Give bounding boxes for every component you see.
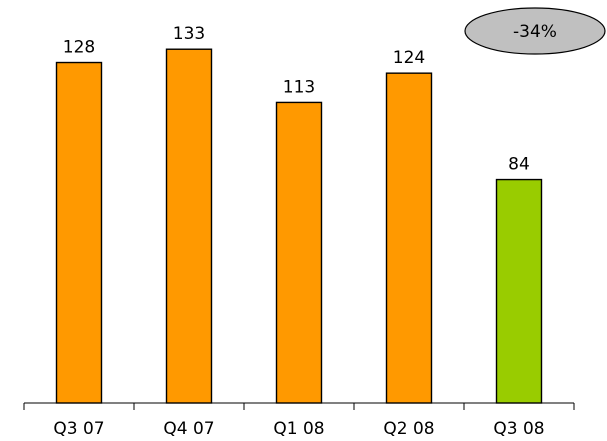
bar-value-label: 124 [393, 48, 425, 68]
bar-q3-07 [55, 61, 103, 404]
x-axis-ticks [23, 403, 575, 410]
change-badge-ellipse [464, 7, 606, 55]
bar-q4-07 [165, 48, 213, 404]
bar-q1-08 [275, 101, 323, 404]
bar-value-label: 128 [63, 38, 95, 58]
bar-q2-08 [385, 72, 433, 404]
x-axis-tick-label: Q1 08 [273, 419, 324, 439]
value-labels-group: 128 133 113 124 84 [63, 24, 530, 174]
x-axis-tick-label: Q3 07 [53, 419, 104, 439]
bar-value-label: 113 [283, 77, 315, 97]
x-axis-tick-label: Q4 07 [163, 419, 214, 439]
change-badge-label: -34% [513, 22, 557, 42]
bar-value-label: 84 [508, 155, 530, 175]
bars-group [55, 48, 543, 404]
bar-q3-08 [495, 178, 543, 404]
bar-value-label: 133 [173, 24, 205, 44]
x-axis-tick-label: Q3 08 [493, 419, 544, 439]
x-axis-tick-label: Q2 08 [383, 419, 434, 439]
x-axis-tick-labels: Q3 07 Q4 07 Q1 08 Q2 08 Q3 08 [53, 419, 544, 439]
change-badge: -34% [464, 7, 606, 55]
